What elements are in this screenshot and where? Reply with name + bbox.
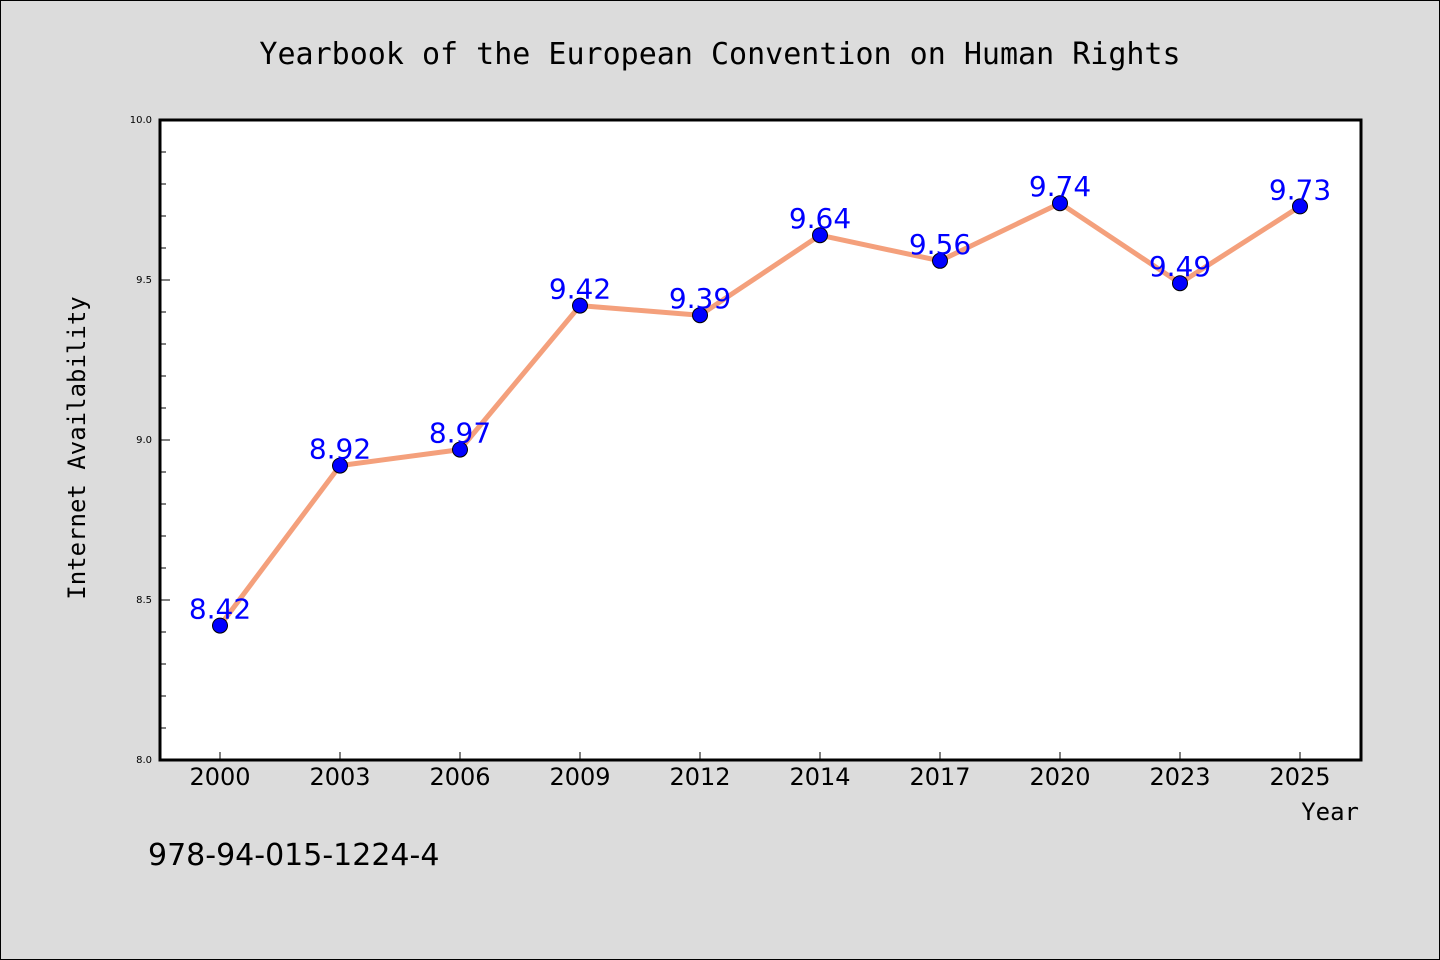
y-tick-label: 10.0 [130,115,152,126]
data-point [572,297,588,314]
x-tick-label: 2023 [1149,763,1210,791]
x-tick-label: 2014 [789,763,850,791]
data-point [1172,275,1188,292]
y-axis-title: Internet Availability [63,296,91,599]
y-tick-label: 8.0 [136,755,152,766]
x-tick-label: 2003 [309,763,370,791]
y-tick-label: 9.5 [136,275,152,286]
x-tick-label: 2006 [429,763,490,791]
data-label: 8.42 [189,593,251,626]
x-tick-label: 2017 [909,763,970,791]
data-label: 9.39 [669,282,731,315]
series-line [217,200,1303,629]
data-label: 9.56 [909,228,971,261]
data-label: 9.74 [1029,170,1091,203]
x-tick-label: 2000 [189,763,250,791]
data-label: 8.97 [429,417,491,450]
chart-title: Yearbook of the European Convention on H… [259,37,1180,72]
data-markers [212,195,1308,634]
data-point [812,227,828,244]
data-point [1052,195,1068,212]
y-axis: 8.0 8.5 9.0 9.5 10.0 [130,115,170,766]
data-point [332,457,348,474]
plot-area [158,118,1363,762]
data-label: 9.49 [1149,250,1211,283]
x-tick-label: 2009 [549,763,610,791]
x-axis-title: Year [1301,798,1359,826]
data-labels: 8.42 8.92 8.97 9.42 9.39 9.64 9.56 9.74 9.49 9.73 [189,170,1331,625]
data-point [452,441,468,458]
data-label: 9.73 [1269,173,1331,206]
x-tick-label: 2020 [1029,763,1090,791]
isbn-label: 978-94-015-1224-4 [148,838,439,873]
x-tick-label: 2012 [669,763,730,791]
data-label: 9.42 [549,273,611,306]
x-tick-label: 2025 [1269,763,1330,791]
y-tick-label: 8.5 [136,595,152,606]
y-tick-label: 9.0 [136,435,152,446]
data-point [932,252,948,269]
data-point [1292,198,1308,215]
data-label: 9.64 [789,202,851,235]
data-point [212,617,228,634]
x-axis: 2000 2003 2006 2009 2012 2014 2017 2020 2023 2025 [189,752,1331,791]
data-point [692,307,708,324]
data-label: 8.92 [309,433,371,466]
